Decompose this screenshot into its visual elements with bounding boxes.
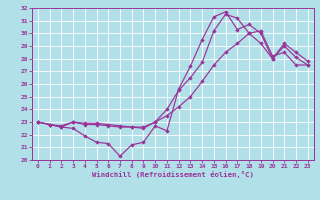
X-axis label: Windchill (Refroidissement éolien,°C): Windchill (Refroidissement éolien,°C) bbox=[92, 171, 254, 178]
